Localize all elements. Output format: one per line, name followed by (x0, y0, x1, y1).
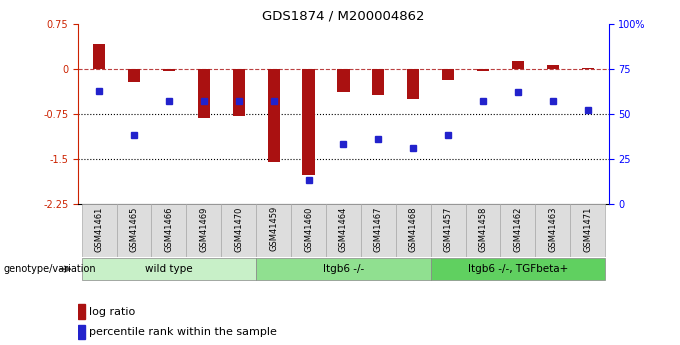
Bar (535, 204, 571, 257)
Bar (372, 69, 384, 95)
Text: GSM41467: GSM41467 (374, 206, 383, 252)
Bar (442, 69, 454, 80)
Text: GSM41463: GSM41463 (548, 206, 558, 252)
Bar (500, 204, 535, 257)
Text: genotype/variation: genotype/variation (3, 264, 96, 274)
Bar (466, 204, 500, 257)
Bar (581, 68, 594, 69)
Bar (93, 44, 105, 69)
Text: GSM41458: GSM41458 (479, 206, 488, 252)
Text: GSM41468: GSM41468 (409, 206, 418, 252)
Bar (430, 204, 466, 257)
Bar (291, 204, 326, 257)
Bar (256, 204, 291, 257)
Text: Itgb6 -/-: Itgb6 -/- (323, 264, 364, 274)
Text: GSM41471: GSM41471 (583, 206, 592, 252)
Text: Itgb6 -/-, TGFbeta+: Itgb6 -/-, TGFbeta+ (468, 264, 568, 274)
Bar (407, 69, 420, 99)
Text: percentile rank within the sample: percentile rank within the sample (89, 327, 277, 337)
Bar (163, 69, 175, 71)
Text: GSM41462: GSM41462 (513, 206, 522, 252)
Text: GSM41469: GSM41469 (199, 206, 208, 252)
Bar (198, 69, 210, 118)
Text: GSM41459: GSM41459 (269, 206, 278, 252)
Bar (233, 69, 245, 116)
Bar (337, 69, 350, 92)
Bar (477, 69, 489, 71)
Bar (256, 258, 430, 280)
Bar (430, 258, 605, 280)
Bar (78, 325, 85, 339)
Bar (116, 204, 152, 257)
Text: GSM41460: GSM41460 (304, 206, 313, 252)
Bar (82, 258, 256, 280)
Bar (547, 66, 559, 69)
Bar (571, 204, 605, 257)
Bar (221, 204, 256, 257)
Text: wild type: wild type (145, 264, 192, 274)
Bar (396, 204, 430, 257)
Bar (82, 204, 116, 257)
Text: GSM41461: GSM41461 (95, 206, 103, 252)
Text: GSM41457: GSM41457 (443, 206, 453, 252)
Bar (78, 304, 85, 319)
Bar (326, 204, 361, 257)
Bar (128, 69, 140, 82)
Text: GSM41466: GSM41466 (165, 206, 173, 252)
Bar (361, 204, 396, 257)
Bar (267, 69, 279, 162)
Bar (186, 204, 221, 257)
Bar (152, 204, 186, 257)
Bar (512, 61, 524, 69)
Text: GSM41464: GSM41464 (339, 206, 348, 252)
Title: GDS1874 / M200004862: GDS1874 / M200004862 (262, 10, 424, 23)
Text: GSM41465: GSM41465 (129, 206, 139, 252)
Text: GSM41470: GSM41470 (234, 206, 243, 252)
Text: log ratio: log ratio (89, 307, 135, 317)
Bar (303, 69, 315, 176)
